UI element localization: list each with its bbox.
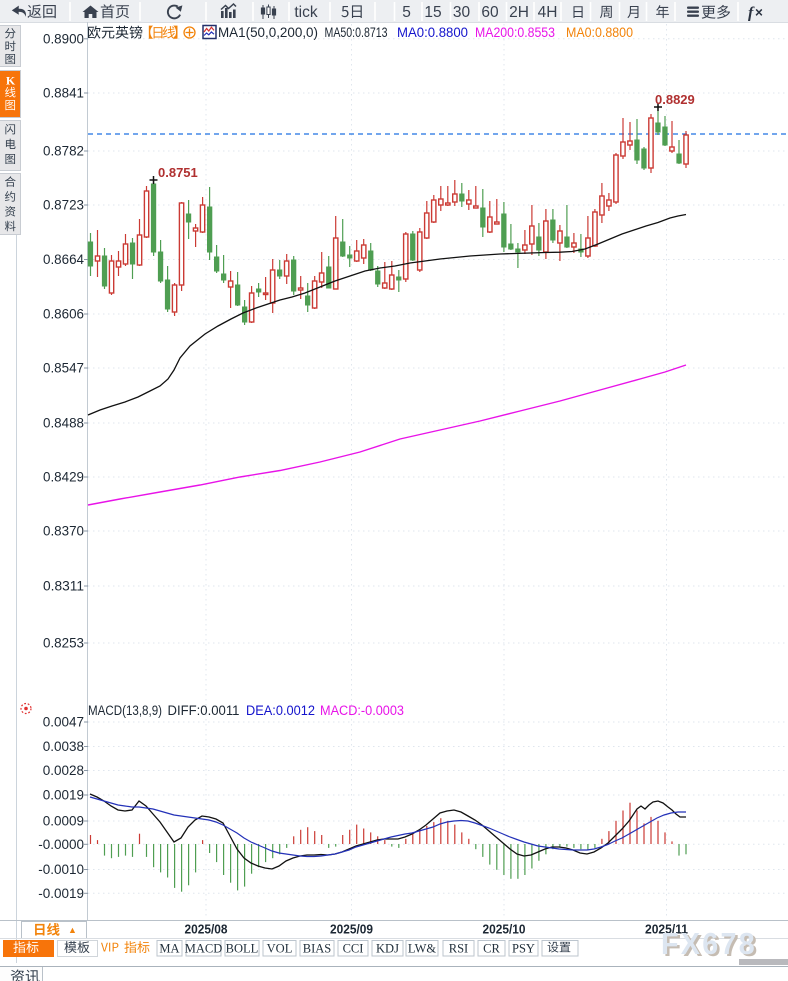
svg-text:FX678: FX678 [661,926,757,961]
svg-text:2025/09: 2025/09 [330,922,373,937]
svg-text:▲: ▲ [68,925,77,935]
svg-text:MACD:-0.0003: MACD:-0.0003 [320,703,404,718]
svg-text:LW&: LW& [408,942,437,956]
svg-text:MACD(13,8,9): MACD(13,8,9) [88,703,162,718]
svg-text:0.0047: 0.0047 [43,715,84,730]
svg-text:0.8429: 0.8429 [43,470,84,485]
svg-text:-0.0000: -0.0000 [38,837,84,852]
svg-text:MACD: MACD [185,942,223,956]
svg-text:KDJ: KDJ [376,942,399,956]
svg-text:K: K [6,74,16,88]
svg-text:0.8547: 0.8547 [43,361,84,376]
svg-text:0.8664: 0.8664 [43,252,84,267]
svg-text:30: 30 [453,4,471,21]
svg-text:0.0028: 0.0028 [43,763,84,778]
svg-text:0.0038: 0.0038 [43,739,84,754]
svg-text:0.0009: 0.0009 [43,814,84,829]
svg-text:0.8841: 0.8841 [43,86,84,101]
svg-text:0.8751: 0.8751 [158,165,198,180]
svg-text:BOLL: BOLL [226,942,259,956]
svg-text:×: × [755,5,763,20]
svg-text:MA0:0.8800: MA0:0.8800 [566,25,633,40]
svg-text:2025/11: 2025/11 [645,922,688,937]
svg-text:-0.0010: -0.0010 [38,862,84,877]
svg-text:PSY: PSY [512,942,535,956]
svg-text:0.8253: 0.8253 [43,636,84,651]
svg-text:0.8782: 0.8782 [43,144,84,159]
svg-text:FX678: FX678 [664,928,760,963]
svg-text:CCI: CCI [343,942,364,956]
svg-text:DIFF:0.0011: DIFF:0.0011 [168,703,240,718]
svg-text:4H: 4H [538,4,558,21]
svg-text:0.8488: 0.8488 [43,416,84,431]
svg-text:f: f [748,5,755,22]
svg-text:0.8723: 0.8723 [43,198,84,213]
svg-text:tick: tick [294,4,318,21]
svg-text:-0.0019: -0.0019 [38,886,84,901]
svg-text:CR: CR [483,942,500,956]
svg-text:15: 15 [424,4,441,21]
svg-text:0.8370: 0.8370 [43,524,84,539]
svg-text:2H: 2H [509,4,529,21]
svg-text:MA0:0.8800: MA0:0.8800 [397,25,468,40]
svg-text:VOL: VOL [267,942,293,956]
svg-text:BIAS: BIAS [303,942,332,956]
svg-text:0.8900: 0.8900 [43,31,84,46]
svg-text:MA200:0.8553: MA200:0.8553 [475,25,555,40]
svg-text:0.8311: 0.8311 [43,579,84,594]
svg-text:2025/08: 2025/08 [185,922,228,937]
svg-text:RSI: RSI [449,942,468,956]
svg-text:MA50:0.8713: MA50:0.8713 [325,25,388,40]
svg-text:5: 5 [402,4,411,21]
svg-text:MA1(50,0,200,0): MA1(50,0,200,0) [218,25,318,40]
svg-text:MA: MA [159,942,179,956]
svg-text:0.0019: 0.0019 [43,788,84,803]
svg-text:60: 60 [481,4,499,21]
svg-text:0.8606: 0.8606 [43,307,84,322]
svg-text:0.8829: 0.8829 [655,92,695,107]
svg-text:2025/10: 2025/10 [483,922,526,937]
svg-text:DEA:0.0012: DEA:0.0012 [246,703,315,718]
